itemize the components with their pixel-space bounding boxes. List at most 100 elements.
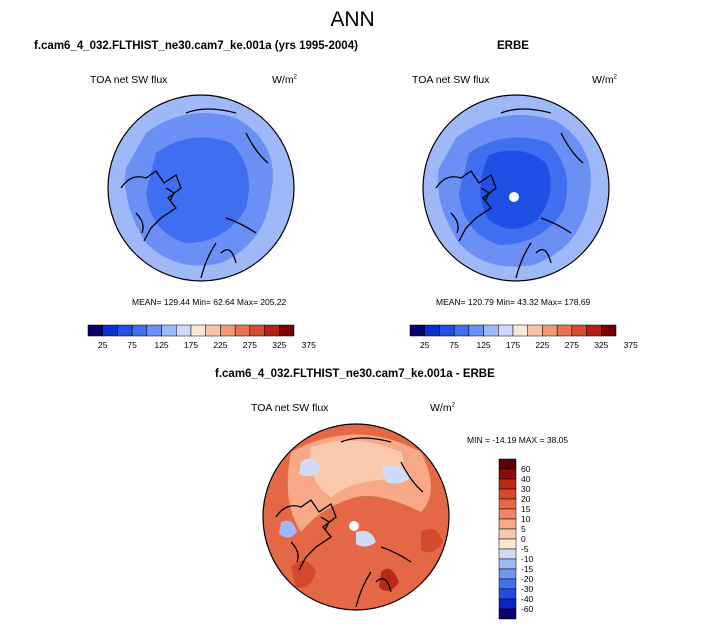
colorbar-swatch (453, 324, 470, 337)
colorbar-swatch (190, 324, 206, 337)
colorbar-tick-label: 175 (506, 340, 520, 350)
diff-colorbar-tick-label: -60 (521, 604, 534, 614)
colorbar-tick-label: 275 (243, 340, 257, 350)
colorbar-tick-label: 275 (565, 340, 579, 350)
diff-negative-patch-4 (356, 530, 376, 547)
diff-colorbar (498, 458, 517, 620)
left-variable-label: TOA net SW flux (90, 74, 168, 86)
diff-positive-strong-2 (379, 568, 399, 591)
left-colorbar-labels: 25 75 125 175 225 275 325 375 (98, 340, 316, 350)
colorbar-swatch (279, 324, 295, 337)
colorbar-swatch (586, 324, 602, 337)
diff-colorbar-tick-label: 20 (521, 494, 531, 504)
diff-colorbar-tick-label: -20 (521, 574, 534, 584)
diff-colorbar-swatch (498, 458, 517, 470)
diff-coastline (275, 437, 424, 608)
diff-colorbar-swatch (498, 558, 517, 570)
diff-colorbar-tick-label: 0 (521, 534, 526, 544)
colorbar-swatch (468, 324, 484, 337)
diff-colorbar-tick-label: -15 (521, 564, 534, 574)
right-colorbar (409, 324, 617, 337)
colorbar-swatch (131, 324, 148, 337)
diff-colorbar-tick-label: 10 (521, 514, 531, 524)
colorbar-swatch (601, 324, 617, 337)
diff-colorbar-swatch (498, 528, 517, 540)
colorbar-tick-label: 325 (594, 340, 608, 350)
diff-colorbar-swatch (498, 568, 517, 580)
left-coastline (120, 108, 269, 279)
diff-stats: MIN = -14.19 MAX = 38.05 (467, 435, 569, 445)
colorbar-tick-label: 225 (213, 340, 227, 350)
diff-colorbar-swatch (498, 548, 517, 560)
right-stats: MEAN= 120.79 Min= 43.32 Max= 178.69 (436, 297, 591, 307)
diff-colorbar-swatch (498, 468, 517, 480)
diff-colorbar-tick-label: 5 (521, 524, 526, 534)
colorbar-swatch (409, 324, 425, 337)
colorbar-swatch (220, 324, 236, 337)
diff-colorbar-tick-label: 40 (521, 474, 531, 484)
diff-colorbar-tick-label: -5 (521, 544, 529, 554)
diff-colorbar-swatch (498, 508, 517, 520)
colorbar-tick-label: 75 (127, 340, 137, 350)
right-colorbar-labels: 25 75 125 175 225 275 325 375 (420, 340, 638, 350)
diff-negative-patch-1 (299, 458, 321, 477)
colorbar-swatch (161, 324, 177, 337)
colorbar-swatch (87, 324, 103, 337)
diff-variable-label: TOA net SW flux (251, 402, 329, 414)
colorbar-swatch (424, 324, 440, 337)
colorbar-tick-label: 225 (535, 340, 549, 350)
colorbar-swatch (249, 324, 265, 337)
left-panel-title: f.cam6_4_032.FLTHIST_ne30.cam7_ke.001a (… (34, 40, 358, 52)
colorbar-swatch (512, 324, 528, 337)
diff-colorbar-swatch (498, 588, 517, 600)
right-coastline (435, 108, 584, 279)
right-zone-core (480, 150, 551, 229)
diff-colorbar-swatch (498, 598, 517, 610)
left-stats: MEAN= 129.44 Min= 62.64 Max= 205.22 (132, 297, 287, 307)
diff-units-label: W/m2 (430, 402, 455, 414)
colorbar-swatch (498, 324, 514, 337)
colorbar-swatch (264, 324, 280, 337)
diff-negative-patch-2 (381, 465, 411, 484)
colorbar-tick-label: 25 (420, 340, 430, 350)
diff-positive-strong-3 (421, 528, 443, 553)
colorbar-tick-label: 325 (272, 340, 286, 350)
diff-colorbar-tick-label: 15 (521, 504, 531, 514)
right-missing-pole (509, 192, 519, 202)
diff-missing-pole (349, 521, 359, 531)
colorbar-swatch (146, 324, 162, 337)
colorbar-swatch (234, 324, 251, 337)
colorbar-tick-label: 375 (302, 340, 316, 350)
left-colorbar (87, 324, 295, 337)
diff-zone-core (310, 440, 404, 497)
diff-colorbar-swatch (498, 578, 517, 590)
colorbar-tick-label: 125 (154, 340, 168, 350)
diff-negative-patch-3 (279, 520, 297, 538)
diff-colorbar-swatch (498, 608, 517, 620)
diff-panel-title: f.cam6_4_032.FLTHIST_ne30.cam7_ke.001a -… (215, 368, 495, 380)
left-polar-map (107, 94, 295, 282)
main-title: ANN (330, 8, 375, 31)
diff-colorbar-tick-label: -30 (521, 584, 534, 594)
colorbar-swatch (439, 324, 455, 337)
colorbar-tick-label: 75 (449, 340, 459, 350)
diff-colorbar-tick-label: 60 (521, 464, 531, 474)
diff-colorbar-swatch (498, 538, 517, 550)
diff-polar-map (262, 423, 450, 611)
left-zone-core (166, 156, 230, 225)
colorbar-tick-label: 375 (624, 340, 638, 350)
diff-colorbar-swatch (498, 478, 517, 490)
colorbar-swatch (102, 324, 118, 337)
right-panel-title: ERBE (497, 40, 529, 52)
diff-colorbar-swatch (498, 498, 517, 510)
colorbar-swatch (117, 324, 133, 337)
diff-colorbar-tick-label: -10 (521, 554, 534, 564)
colorbar-swatch (556, 324, 573, 337)
colorbar-tick-label: 25 (98, 340, 108, 350)
colorbar-tick-label: 125 (476, 340, 490, 350)
colorbar-swatch (571, 324, 587, 337)
colorbar-swatch (483, 324, 499, 337)
diff-colorbar-swatch (498, 518, 517, 530)
colorbar-swatch (527, 324, 543, 337)
